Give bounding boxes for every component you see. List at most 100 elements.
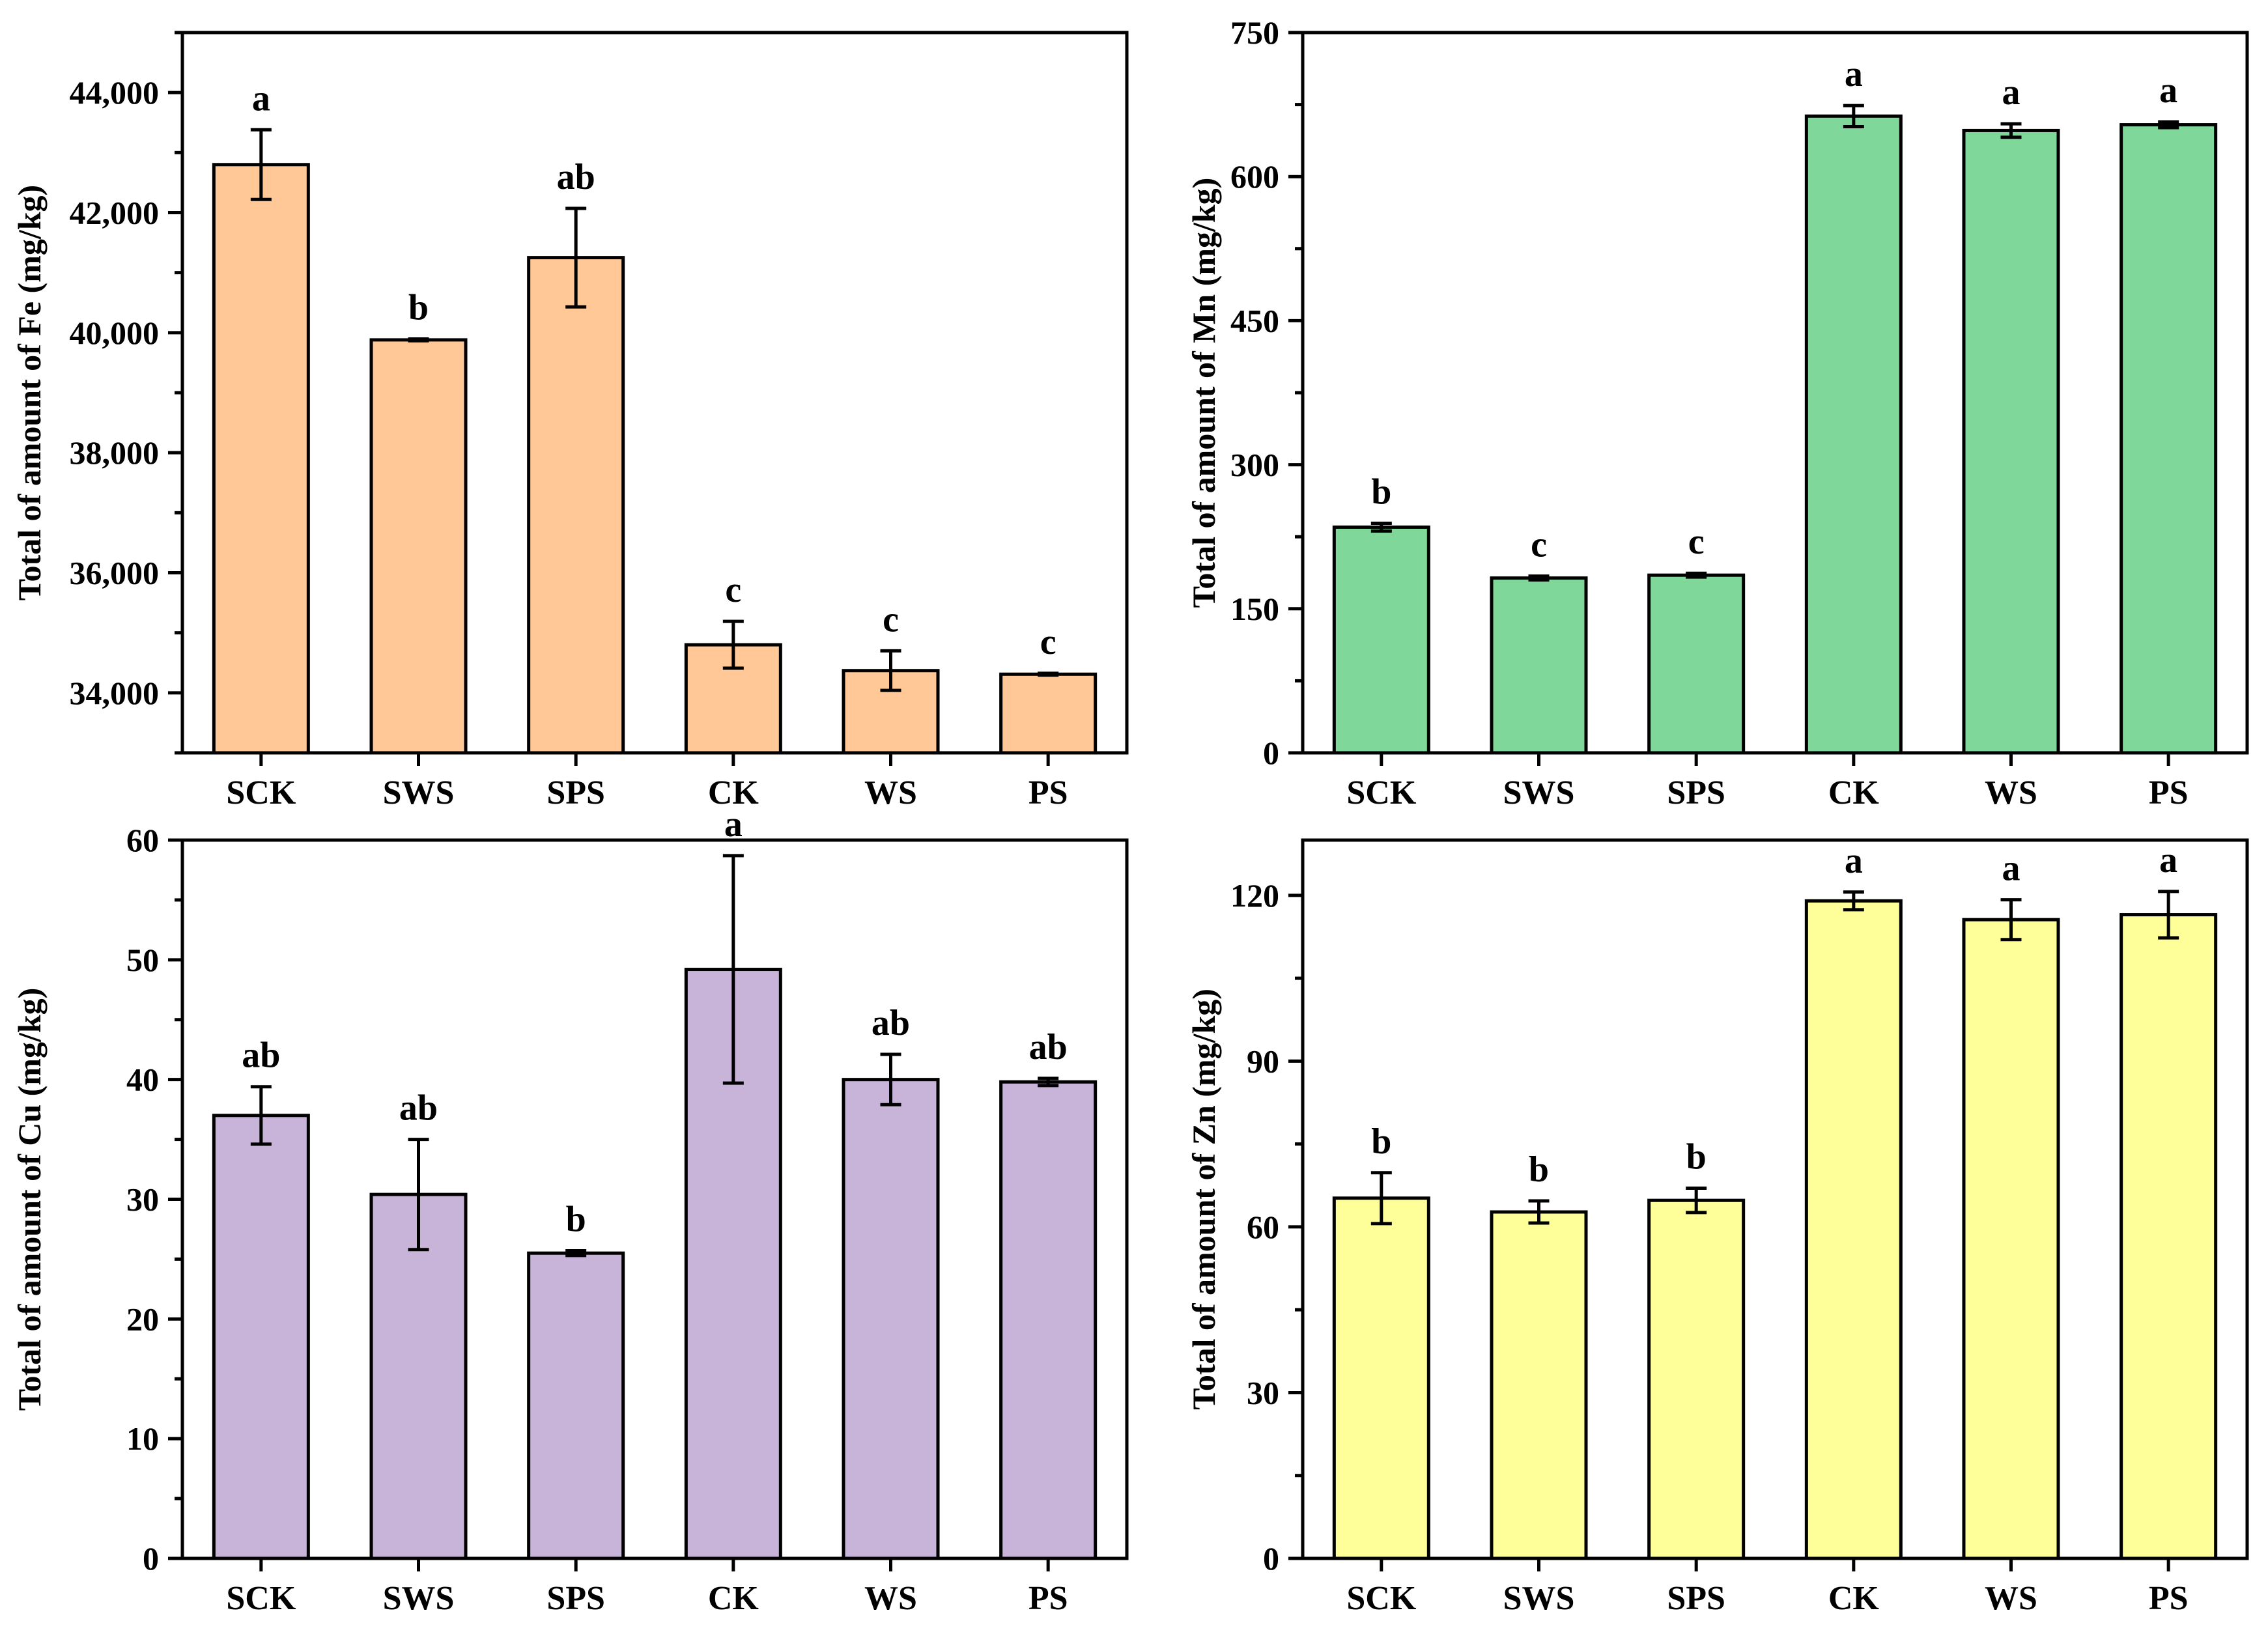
y-tick-label: 40,000 — [70, 315, 160, 351]
chart-panel-2: b c c a a a 0 150 300 450 600 750 SCK SWS SPS CK WS PS Tot… — [1185, 14, 2249, 811]
y-tick-label: 150 — [1230, 591, 1279, 627]
y-tick-label: 0 — [1263, 735, 1279, 771]
significance-label: b — [1529, 1149, 1549, 1190]
significance-label: b — [1371, 1121, 1391, 1162]
significance-label: a — [1845, 841, 1863, 881]
significance-label: a — [252, 78, 270, 119]
x-tick-label: WS — [864, 774, 917, 811]
error-bar-sws — [1528, 574, 1550, 582]
x-tick-label: CK — [708, 1580, 759, 1617]
error-bar-sws — [408, 337, 429, 343]
significance-label: a — [2159, 840, 2177, 880]
error-bar-ps — [1038, 1076, 1059, 1088]
y-tick-label: 60 — [126, 822, 159, 858]
x-tick-label: SWS — [1503, 774, 1575, 811]
significance-label: b — [1371, 472, 1391, 513]
y-tick-label: 90 — [1247, 1043, 1279, 1079]
x-tick-label: SPS — [546, 774, 605, 811]
error-bar-ws — [880, 649, 901, 692]
plot-frame — [180, 31, 1129, 755]
bar-sck — [212, 163, 310, 755]
plot-frame — [180, 838, 1129, 1560]
x-tick-label: SPS — [546, 1580, 605, 1617]
bar-sps — [1647, 573, 1746, 755]
error-bar-ck — [722, 619, 744, 670]
bar-ps — [999, 672, 1098, 755]
y-tick-label: 10 — [126, 1420, 159, 1457]
significance-label: b — [566, 1200, 586, 1240]
bar-ck — [1804, 114, 1903, 755]
bar-sws — [1490, 1210, 1588, 1560]
error-bar-sws — [408, 1138, 429, 1252]
error-bar-ps — [1038, 671, 1059, 677]
error-bar-sps — [565, 1249, 587, 1258]
y-tick-label: 44,000 — [70, 74, 160, 111]
x-tick-label: PS — [1028, 1580, 1068, 1617]
y-tick-label: 34,000 — [70, 675, 160, 711]
x-tick-label: WS — [864, 1580, 917, 1617]
bar-sck — [1332, 525, 1430, 755]
y-tick-label: 0 — [143, 1540, 159, 1577]
y-tick-label: 38,000 — [70, 434, 160, 471]
error-bar-sws — [1528, 1199, 1550, 1225]
significance-label: b — [408, 288, 429, 328]
significance-label: a — [2002, 849, 2020, 889]
x-tick-label: SCK — [1346, 774, 1416, 811]
bar-ps — [2119, 913, 2218, 1560]
error-bar-ws — [2000, 898, 2022, 942]
bar-sps — [527, 256, 625, 755]
x-tick-label: CK — [708, 774, 759, 811]
error-bar-ps — [2158, 120, 2179, 130]
bar-sps — [1647, 1198, 1746, 1560]
x-tick-label: SPS — [1667, 774, 1725, 811]
x-tick-label: CK — [1828, 1580, 1880, 1617]
x-tick-label: WS — [1985, 774, 2037, 811]
y-tick-label: 20 — [126, 1301, 159, 1337]
plot-frame — [1301, 31, 2249, 755]
y-tick-label: 42,000 — [70, 195, 160, 231]
significance-label: ab — [242, 1035, 280, 1076]
bar-ws — [1962, 918, 2060, 1560]
significance-label: a — [724, 804, 743, 845]
significance-label: ab — [1029, 1027, 1068, 1067]
significance-label: a — [2159, 70, 2177, 111]
bar-sws — [369, 338, 468, 755]
plot-frame — [1301, 838, 2249, 1560]
x-tick-label: SWS — [383, 774, 455, 811]
significance-label: b — [1686, 1137, 1707, 1177]
y-tick-label: 300 — [1230, 447, 1279, 483]
error-bar-sck — [250, 1085, 272, 1146]
x-tick-label: PS — [1028, 774, 1068, 811]
x-tick-label: WS — [1985, 1580, 2037, 1617]
significance-label: c — [1040, 622, 1056, 662]
bar-ws — [842, 1078, 940, 1560]
y-tick-label: 120 — [1230, 877, 1279, 914]
x-tick-label: SCK — [1346, 1580, 1416, 1617]
bar-sck — [212, 1114, 310, 1560]
bar-ps — [2119, 123, 2218, 755]
x-tick-label: CK — [1828, 774, 1880, 811]
significance-label: a — [2002, 72, 2020, 113]
y-tick-label: 40 — [126, 1062, 159, 1098]
error-bar-ck — [1843, 890, 1864, 912]
error-bar-ck — [722, 854, 744, 1085]
x-tick-label: SWS — [1503, 1580, 1575, 1617]
error-bar-ck — [1843, 104, 1864, 129]
y-tick-label: 0 — [1263, 1540, 1279, 1577]
error-bar-sck — [250, 128, 272, 201]
chart-panel-4: b b b a a a 0 30 60 90 120 SCK SWS SPS CK WS PS Total of … — [1185, 838, 2249, 1617]
y-axis-title: Total of amount of Fe (mg/kg) — [11, 185, 48, 600]
y-tick-label: 30 — [1247, 1374, 1279, 1411]
bar-sck — [1332, 1196, 1430, 1560]
bar-sws — [1490, 576, 1588, 755]
significance-label: c — [1531, 525, 1547, 565]
error-bar-ws — [880, 1052, 901, 1106]
x-tick-label: PS — [2149, 1580, 2189, 1617]
y-axis-title: Total of amount of Mn (mg/kg) — [1185, 178, 1222, 608]
significance-label: ab — [557, 157, 595, 197]
y-axis-title: Total of amount of Cu (mg/kg) — [11, 988, 48, 1411]
x-tick-label: SPS — [1667, 1580, 1725, 1617]
error-bar-sps — [1686, 1187, 1707, 1215]
y-tick-label: 30 — [126, 1181, 159, 1218]
